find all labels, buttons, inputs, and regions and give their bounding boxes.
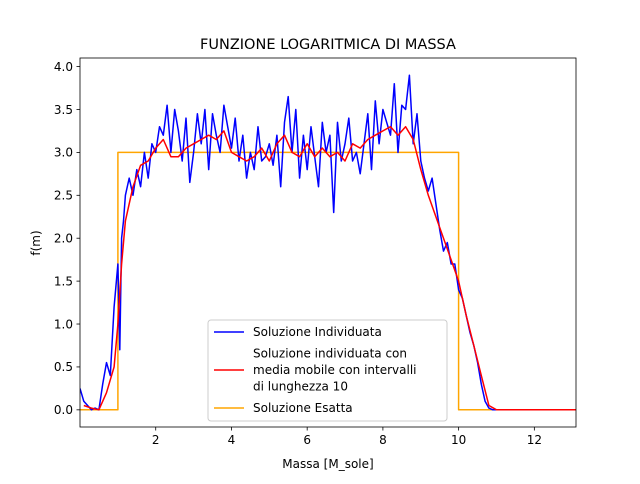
y-tick-label: 3.0 — [54, 146, 73, 160]
series-exact-line — [80, 151, 576, 411]
x-tick-label: 4 — [228, 433, 236, 447]
y-tick-label: 3.5 — [54, 103, 73, 117]
y-tick-label: 2.5 — [54, 189, 73, 203]
legend-label: Soluzione Individuata — [253, 325, 382, 339]
plot-frame — [79, 57, 577, 428]
legend: Soluzione Individuata Soluzione individua… — [207, 319, 448, 422]
x-axis: 2 4 6 8 10 12 — [152, 427, 542, 447]
legend-entry-moving-average: Soluzione individuata con media mobile co… — [214, 347, 416, 394]
x-tick-label: 6 — [303, 433, 311, 447]
series-layer — [80, 74, 576, 411]
x-tick-label: 12 — [527, 433, 542, 447]
legend-label: Soluzione Esatta — [253, 401, 353, 415]
chart-title: FUNZIONE LOGARITMICA DI MASSA — [200, 37, 456, 53]
legend-label: Soluzione individuata con — [253, 347, 407, 361]
legend-label: di lunghezza 10 — [253, 380, 348, 394]
legend-box — [207, 319, 448, 422]
y-axis-title: f(m) — [29, 230, 43, 255]
legend-entry-raw: Soluzione Individuata — [214, 325, 382, 339]
legend-label: media mobile con intervalli — [253, 363, 416, 377]
y-tick-label: 2.0 — [54, 232, 73, 246]
y-tick-label: 0.0 — [54, 403, 73, 417]
series-moving-average-line — [83, 125, 576, 411]
y-tick-label: 0.5 — [54, 360, 73, 374]
x-tick-label: 8 — [379, 433, 387, 447]
y-axis: 0.0 0.5 1.0 1.5 2.0 2.5 3.0 3.5 4.0 — [54, 60, 80, 417]
x-axis-title: Massa [M_sole] — [282, 457, 373, 471]
x-tick-label: 2 — [152, 433, 160, 447]
y-tick-label: 4.0 — [54, 60, 73, 74]
y-tick-label: 1.0 — [54, 317, 73, 331]
y-tick-label: 1.5 — [54, 274, 73, 288]
x-tick-label: 10 — [451, 433, 466, 447]
legend-entry-exact: Soluzione Esatta — [214, 401, 353, 415]
